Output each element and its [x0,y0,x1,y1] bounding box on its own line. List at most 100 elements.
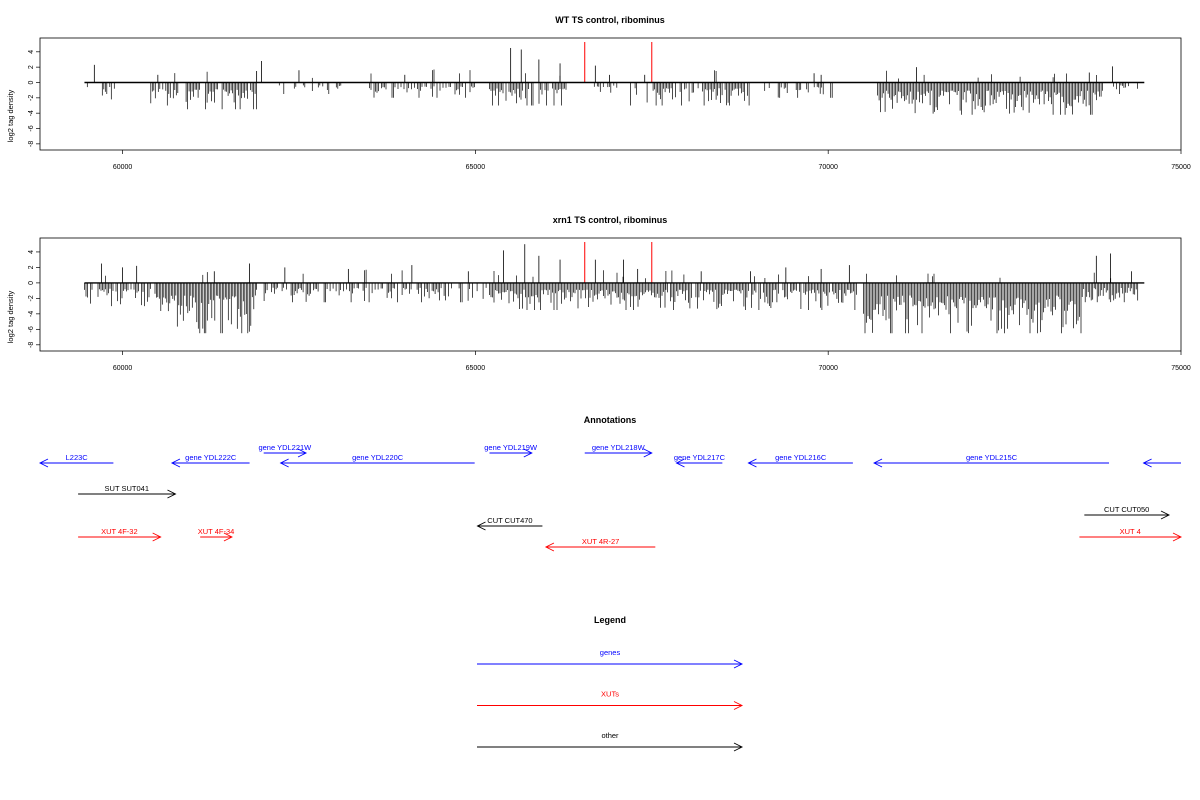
feature-arrow: SUT SUT041 [78,484,177,499]
feature-arrow: gene YDL216C [747,453,853,468]
arrow-head-icon [1160,510,1171,520]
y-tick-label: -4 [28,110,35,116]
x-tick-label: 60000 [113,164,133,171]
x-tick-label: 70000 [818,164,838,171]
x-tick-label: 75000 [1171,164,1191,171]
x-axis: 60000 65000 70000 75000 [113,351,1191,372]
y-tick-label: -6 [28,125,35,131]
arrow-head-icon [643,448,653,458]
arrow-head-icon [1172,532,1183,542]
feature-label: gene YDL218W [592,443,646,452]
feature-label: gene YDL222C [185,453,237,462]
y-tick-label: 4 [28,50,35,54]
y-tick-label: -6 [28,326,35,332]
arrow-head-icon [223,532,233,542]
x-tick-label: 60000 [113,365,133,372]
bar-group [86,47,1138,115]
chart-panel-wt: WT TS control, ribominus log2 tag densit… [6,15,1191,171]
arrow-head-icon [873,458,883,468]
y-tick-label: -2 [28,95,35,101]
chart-title: xrn1 TS control, ribominus [553,215,668,225]
feature-label: gene YDL219W [484,443,538,452]
marker-lines [584,42,653,83]
feature-label: CUT CUT050 [1104,505,1149,514]
y-axis-label: log2 tag density [6,290,15,343]
feature-arrow: gene YDL215C [873,453,1110,468]
y-tick-label: -2 [28,295,35,301]
arrow-head-icon [167,489,177,499]
feature-label: XUT 4R-27 [582,537,619,546]
feature-label: CUT CUT470 [487,516,532,525]
x-tick-label: 65000 [466,365,486,372]
arrow-head-icon [170,458,181,468]
feature-arrow: XUT 4R-27 [544,537,656,552]
arrow-head-icon [152,532,162,542]
feature-label: gene YDL215C [966,453,1018,462]
y-axis-label: log2 tag density [6,89,15,142]
feature-label: gene YDL216C [775,453,827,462]
feature-arrow: gene YDL221W [258,443,312,458]
feature-arrow: XUT 4F-32 [78,527,162,542]
feature-arrow: gene YDL220C [279,453,475,468]
feature-label: XUT 4F-32 [101,527,138,536]
arrow-head-icon [733,742,744,752]
chart-panel-xrn1: xrn1 TS control, ribominus log2 tag dens… [6,215,1191,372]
y-tick-label: 2 [28,265,35,269]
feature-label: L223C [66,453,89,462]
arrow-head-icon [747,458,757,468]
x-axis: 60000 65000 70000 75000 [113,150,1191,171]
chart-title: WT TS control, ribominus [555,15,665,25]
legend: Legend genes XUTs other [477,615,744,752]
feature-arrow: gene YDL217C [674,453,726,468]
x-tick-label: 75000 [1171,365,1191,372]
arrow-head-icon [1142,458,1152,468]
feature-label: gene YDL217C [674,453,726,462]
feature-label: XUT 4 [1120,527,1141,536]
feature-arrow: XUT 4F-34 [198,527,235,542]
y-tick-label: 0 [28,80,35,84]
y-axis: 4 2 0 -2 -4 -6 -8 [28,250,40,348]
feature-label: SUT SUT041 [105,484,149,493]
arrow-head-icon [523,448,533,458]
legend-item: genes [477,648,744,669]
feature-arrow [1142,458,1181,468]
feature-arrow: L223C [38,453,114,468]
y-tick-label: 0 [28,281,35,285]
x-tick-label: 70000 [818,365,838,372]
x-tick-label: 65000 [466,164,486,171]
annotations-title: Annotations [584,415,637,425]
bar-group [84,244,1139,334]
legend-label: other [601,731,619,740]
feature-group: L223C gene YDL222C gene YDL221W gene YDL220… [38,443,1183,552]
feature-label: gene YDL220C [352,453,404,462]
legend-label: genes [600,648,621,657]
y-tick-label: -8 [28,342,35,348]
y-axis: 4 2 0 -2 -4 -6 -8 [28,50,40,147]
y-tick-label: -4 [28,311,35,317]
legend-title: Legend [594,615,626,625]
plot-frame [39,237,1182,352]
legend-item: XUTs [477,690,744,710]
annotations-track: Annotations L223C gene YDL222C gene YDL221… [38,415,1183,552]
plot-frame [39,37,1182,151]
feature-arrow: CUT CUT470 [476,516,543,531]
arrow-head-icon [279,458,289,468]
feature-label: XUT 4F-34 [198,527,235,536]
y-tick-label: 4 [28,250,35,254]
feature-arrow: CUT CUT050 [1084,505,1171,520]
arrow-head-icon [297,448,308,458]
arrow-head-icon [38,458,49,468]
legend-item: other [477,731,744,752]
y-tick-label: -8 [28,141,35,147]
arrow-head-icon [733,659,744,669]
feature-arrow: gene YDL218W [584,443,653,458]
arrow-head-icon [544,542,555,552]
legend-label: XUTs [601,690,619,699]
arrow-head-icon [675,458,685,468]
feature-arrow: XUT 4 [1079,527,1183,542]
feature-arrow: gene YDL222C [170,453,250,468]
legend-items: genes XUTs other [477,648,744,752]
arrow-head-icon [476,521,486,531]
feature-label: gene YDL221W [258,443,312,452]
